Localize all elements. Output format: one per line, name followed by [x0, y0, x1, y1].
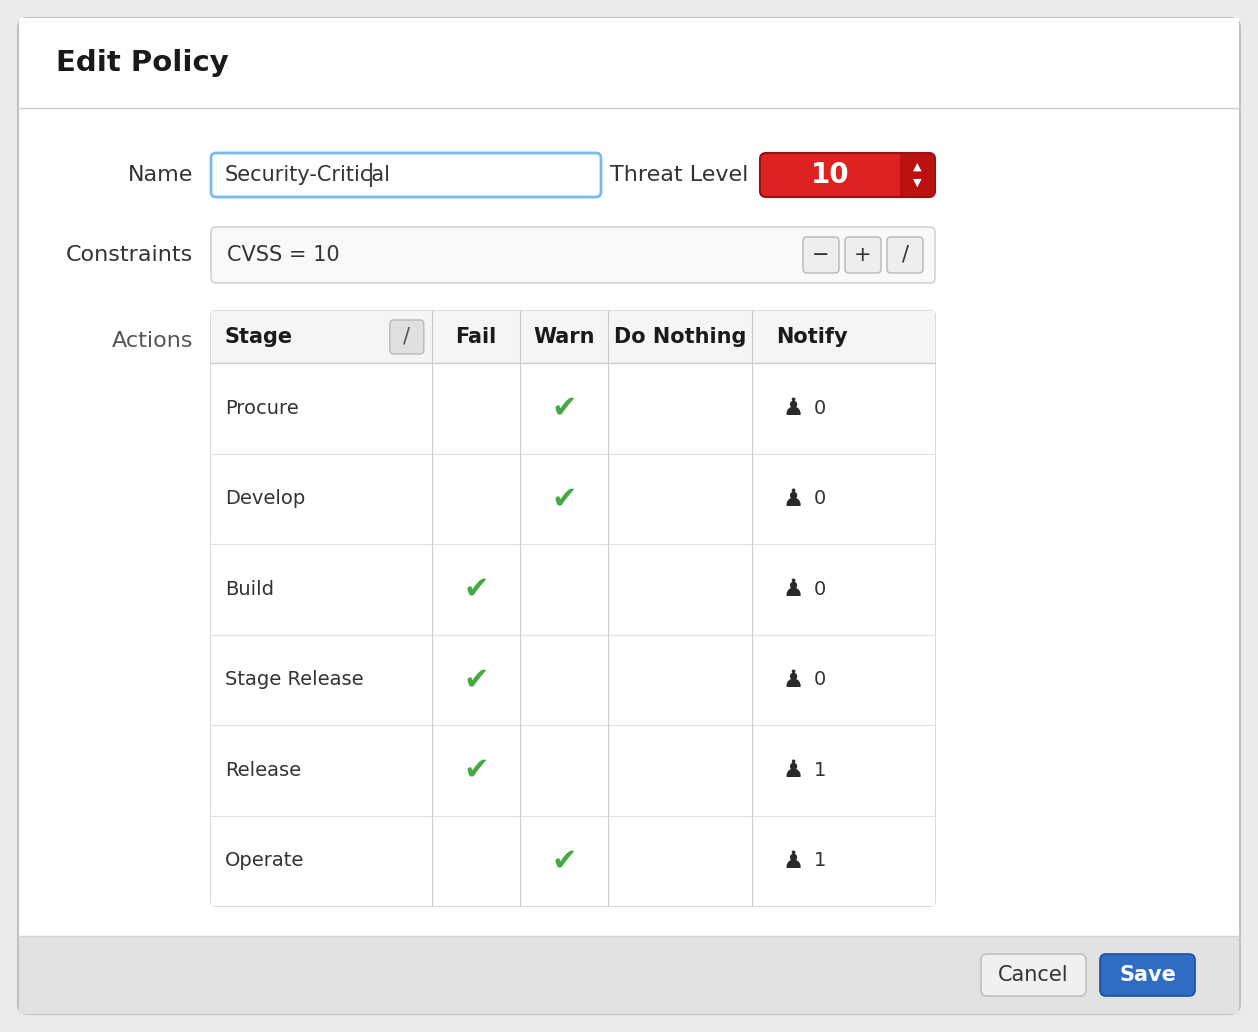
FancyBboxPatch shape [211, 311, 935, 906]
FancyBboxPatch shape [18, 18, 1240, 1014]
FancyBboxPatch shape [211, 153, 601, 197]
Text: 1: 1 [814, 761, 827, 780]
Text: Do Nothing: Do Nothing [614, 327, 746, 347]
Text: 1: 1 [814, 851, 827, 870]
Text: Notify: Notify [776, 327, 848, 347]
FancyBboxPatch shape [211, 227, 935, 283]
Text: ▲: ▲ [913, 162, 922, 172]
Bar [211, 311, 935, 363]
Text: 0: 0 [814, 670, 825, 689]
FancyBboxPatch shape [390, 320, 424, 354]
Text: Save: Save [1120, 965, 1176, 985]
FancyBboxPatch shape [760, 153, 935, 197]
Text: ♟: ♟ [782, 848, 804, 873]
Text: ✔: ✔ [551, 846, 577, 875]
FancyBboxPatch shape [803, 237, 839, 273]
Text: Warn: Warn [533, 327, 595, 347]
Bar [211, 363, 935, 453]
Bar [899, 154, 933, 196]
FancyBboxPatch shape [887, 237, 923, 273]
Bar [211, 544, 935, 635]
Text: CVSS = 10: CVSS = 10 [226, 245, 340, 265]
Text: Cancel: Cancel [998, 965, 1069, 985]
FancyBboxPatch shape [845, 237, 881, 273]
Text: Edit Policy: Edit Policy [57, 49, 229, 77]
Bar [19, 936, 1239, 1014]
Bar [211, 453, 935, 544]
Text: /: / [404, 327, 410, 347]
Bar [211, 725, 935, 815]
Text: 0: 0 [814, 489, 825, 508]
Text: /: / [902, 245, 908, 265]
Text: Build: Build [225, 580, 274, 599]
Text: Procure: Procure [225, 398, 298, 418]
Bar [19, 18, 1239, 108]
Text: 0: 0 [814, 580, 825, 599]
Text: Threat Level: Threat Level [610, 165, 749, 185]
Text: ♟: ♟ [782, 487, 804, 511]
Text: Operate: Operate [225, 851, 304, 870]
Text: ✔: ✔ [463, 575, 489, 604]
Text: ✔: ✔ [551, 394, 577, 423]
Text: ✔: ✔ [463, 666, 489, 695]
Text: Stage: Stage [225, 327, 293, 347]
Bar [211, 815, 935, 906]
Text: Constraints: Constraints [65, 245, 192, 265]
Text: ♟: ♟ [782, 396, 804, 420]
Text: Name: Name [127, 165, 192, 185]
Text: Actions: Actions [112, 331, 192, 351]
Text: Stage Release: Stage Release [225, 670, 364, 689]
Text: ✔: ✔ [463, 755, 489, 784]
Text: +: + [854, 245, 872, 265]
Text: −: − [813, 245, 830, 265]
Text: ♟: ♟ [782, 759, 804, 782]
Text: Fail: Fail [455, 327, 497, 347]
Text: 0: 0 [814, 398, 825, 418]
Text: Release: Release [225, 761, 301, 780]
Bar [211, 635, 935, 725]
Text: 10: 10 [810, 161, 849, 189]
FancyBboxPatch shape [981, 954, 1086, 996]
FancyBboxPatch shape [1099, 954, 1195, 996]
Text: ♟: ♟ [782, 577, 804, 602]
Text: ▼: ▼ [913, 178, 922, 188]
Text: ♟: ♟ [782, 668, 804, 691]
Text: Develop: Develop [225, 489, 306, 508]
Text: ✔: ✔ [551, 484, 577, 513]
Text: Security-Critical: Security-Critical [225, 165, 391, 185]
